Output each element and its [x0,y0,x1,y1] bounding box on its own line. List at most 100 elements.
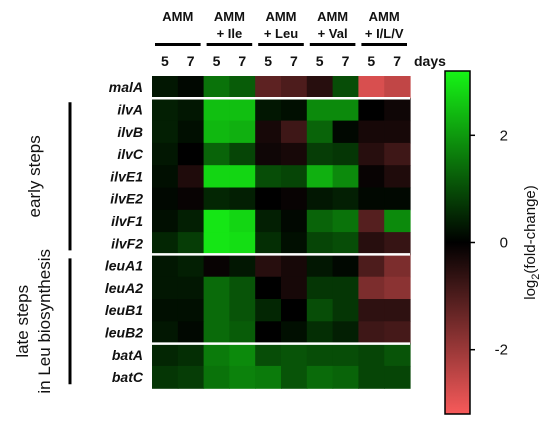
heatmap-cell [152,299,179,322]
heatmap-cell [306,321,334,345]
heatmap-cell [152,321,179,345]
condition-sublabel: + Leu [264,26,298,41]
heatmap-cell [281,321,308,345]
heatmap-cell [177,209,205,233]
heatmap-cell [281,209,308,233]
heatmap-cell [203,187,230,211]
heatmap-cell [384,76,411,99]
heatmap-cell [177,187,205,211]
heatmap-cell [306,165,334,189]
heatmap-cell [332,276,359,300]
heatmap-cell [306,120,334,144]
heatmap-cell [384,276,411,300]
gene-label: ilvA [117,101,143,117]
colorbar-tick-label: 2 [500,127,508,144]
heatmap-cell [332,321,359,345]
heatmap-cell [358,120,385,144]
heatmap-cell [152,209,179,233]
heatmap-cell [281,276,308,300]
heatmap-cell [203,365,230,389]
heatmap-cell [332,187,359,211]
day-label: 5 [161,53,169,69]
condition-label: AMM [369,9,400,24]
heatmap-cell [152,98,179,122]
heatmap-cell [281,98,308,122]
heatmap-cell [255,321,282,345]
heatmap-cell [281,343,308,367]
heatmap-cell [152,165,179,189]
heatmap-cell [306,142,334,166]
heatmap-cell [177,343,205,367]
heatmap-cell [281,165,308,189]
heatmap-cell [358,232,385,255]
heatmap-cell [358,254,385,278]
condition-sublabel: + Ile [217,26,243,41]
condition-headers: AMM AMM + Ile AMM + Leu AMM + Val AMM + I/L/V [155,9,407,46]
condition-label: AMM [162,9,193,24]
heatmap-cell [358,142,385,166]
heatmap-cell [255,165,282,189]
heatmap-cell [384,120,411,144]
heatmap-cell [229,299,256,322]
heatmap-cell [255,209,282,233]
heatmap-cell [332,209,359,233]
heatmap-cell [332,254,359,278]
heatmap-cell [177,98,205,122]
heatmap-cell [229,254,256,278]
heatmap-cell [203,343,230,367]
heatmap-cell [229,209,256,233]
heatmap-cell [384,142,411,166]
day-label: 7 [187,53,195,69]
heatmap-cell [358,276,385,300]
gene-label: batC [112,369,144,385]
heatmap-cell [152,276,179,300]
heatmap-cell [358,209,385,233]
heatmap-cell [152,254,179,278]
colorbar-title: log2(fold-change) [522,185,542,300]
heatmap-cell [203,165,230,189]
group-label: early steps [25,135,44,217]
heatmap-cell [177,232,205,255]
gene-label: leuB1 [105,302,143,318]
heatmap-cell [358,321,385,345]
heatmap-cell [281,76,308,99]
heatmap-cell [203,76,230,99]
colorbar-gradient [444,70,471,415]
heatmap-cell [177,365,205,389]
heatmap-cell [306,365,334,389]
heatmap-cell [255,76,282,99]
day-label: 7 [393,53,401,69]
heatmap-cell [281,187,308,211]
row-separators [146,97,410,345]
heatmap-cell [332,165,359,189]
gene-label: ilvE1 [110,168,143,184]
heatmap-cell [229,276,256,300]
heatmap-cell [203,209,230,233]
heatmap-cell [255,276,282,300]
heatmap-cell [332,299,359,322]
heatmap-cell [332,142,359,166]
group-label: late steps [13,285,32,358]
heatmap-cell [229,120,256,144]
heatmap-cell [177,299,205,322]
heatmap-cell [332,343,359,367]
heatmap-cell [203,276,230,300]
heatmap-cell [152,76,179,99]
gene-label: leuA1 [105,258,143,274]
pathway-groups: early steps late steps in Leu biosynthesis [13,102,72,394]
gene-label: ilvB [117,124,143,140]
heatmap-cell [306,98,334,122]
heatmap-cell [229,76,256,99]
gene-label: ilvC [117,146,144,162]
heatmap-cell [281,142,308,166]
heatmap-cell [152,120,179,144]
heatmap-cell [255,98,282,122]
heatmap-cell [332,98,359,122]
heatmap-cell [229,187,256,211]
condition-sublabel: + Val [318,26,348,41]
heatmap-cell [203,98,230,122]
day-label: 7 [342,53,350,69]
heatmap-cell [332,120,359,144]
heatmap-cell [306,232,334,255]
heatmap-cell [384,343,411,367]
